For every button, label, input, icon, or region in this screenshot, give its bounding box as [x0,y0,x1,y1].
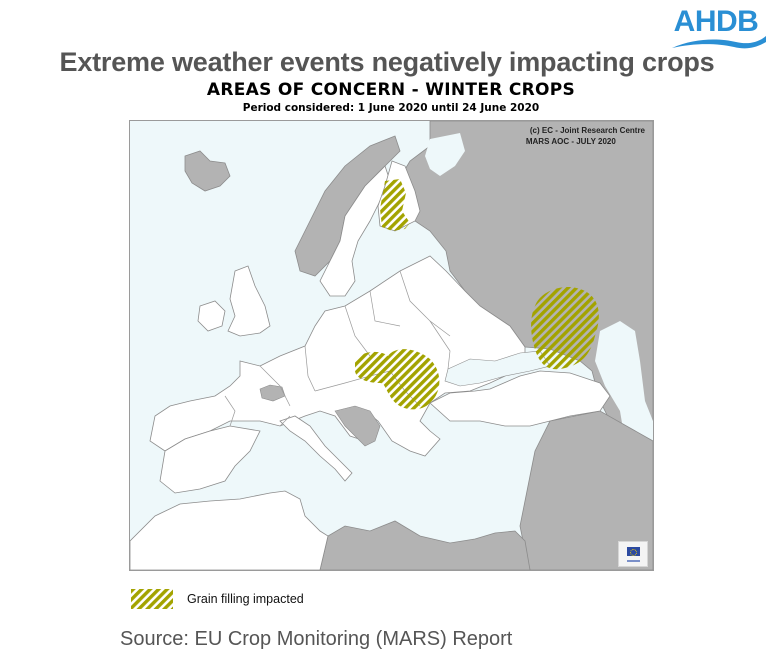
black-sea [444,350,551,387]
uk-land [227,265,271,337]
ireland-land [197,300,226,332]
map-canvas [130,121,653,570]
concern-area-southern-russia [531,286,599,370]
hatch-swatch-icon [131,589,173,609]
credit-line-1: (c) EC - Joint Research Centre [529,126,645,135]
concern-area-hungary-romania [355,349,440,410]
eu-flag-icon [627,547,640,556]
credit-line-2: MARS AOC - JULY 2020 [525,137,616,146]
continental-europe-land [149,255,526,457]
ahdb-logo: AHDB [664,4,768,56]
legend-label: Grain filling impacted [187,592,304,606]
italy-land [279,415,353,482]
map-legend: Grain filling impacted [131,589,304,609]
europe-map: (c) EC - Joint Research Centre MARS AOC … [129,120,654,571]
map-title: AREAS OF CONCERN - WINTER CROPS [206,80,576,100]
logo-text: AHDB [673,5,759,38]
iberia-land [159,425,261,494]
turkey-land [429,370,611,427]
concern-area-finland [380,179,410,231]
source-note: Source: EU Crop Monitoring (MARS) Report [120,628,513,650]
eu-commission-logo [618,541,648,567]
sweden-land [319,165,391,297]
map-period: Period considered: 1 June 2020 until 24 … [242,102,540,114]
areas-of-concern [355,179,599,410]
eu-logo-bar [627,560,640,562]
map-credit: (c) EC - Joint Research Centre MARS AOC … [526,125,645,147]
white-sea [425,133,465,176]
wave-icon [672,36,766,49]
iceland-land [184,150,231,192]
north-africa-land [130,490,329,570]
balkans-land [334,405,381,447]
page-headline: Extreme weather events negatively impact… [59,47,715,77]
libya-egypt-land [319,520,531,570]
